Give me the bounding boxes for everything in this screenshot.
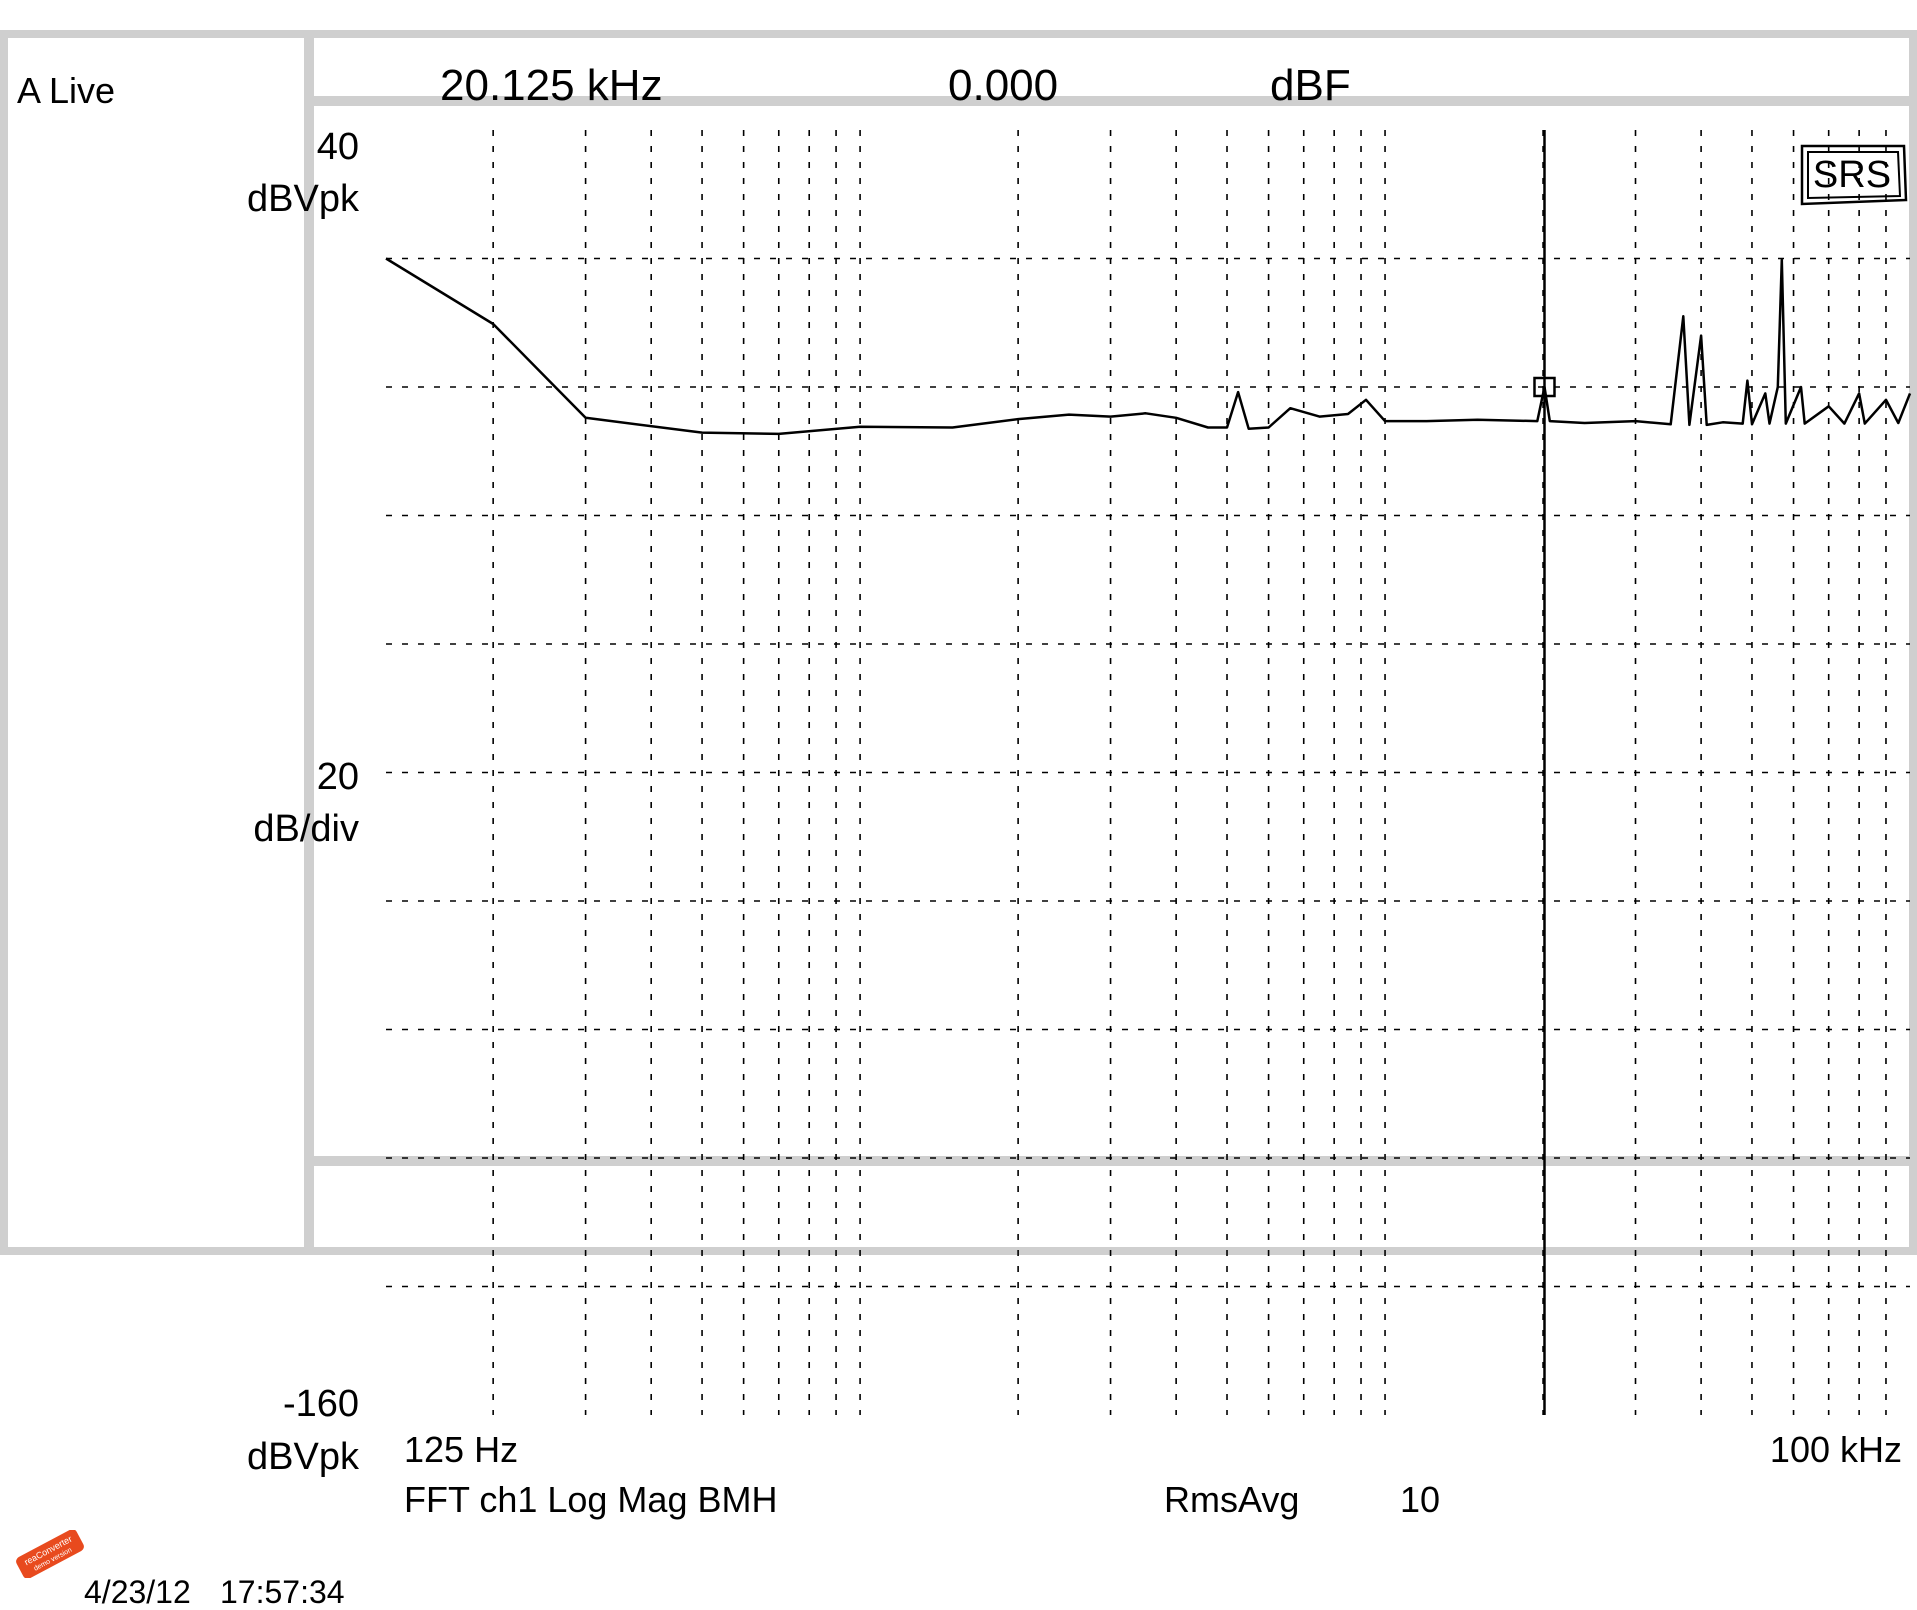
srs-badge: SRS bbox=[1800, 144, 1908, 206]
x-start-label: 125 Hz bbox=[404, 1429, 519, 1470]
footer-frame bbox=[306, 1158, 1917, 1255]
timestamp-date: 4/23/12 bbox=[84, 1574, 191, 1610]
average-label: RmsAvg bbox=[1164, 1479, 1300, 1520]
trace-label: A Live bbox=[17, 70, 116, 111]
y-bottom-value: -160 bbox=[282, 1383, 359, 1425]
timestamp-time: 17:57:34 bbox=[220, 1574, 345, 1610]
y-top-unit: dBVpk bbox=[247, 178, 359, 220]
y-bottom-unit: dBVpk bbox=[247, 1436, 359, 1478]
measurement-label: FFT ch1 Log Mag BMH bbox=[404, 1479, 778, 1520]
grid bbox=[386, 130, 1910, 1415]
srs-badge-text: SRS bbox=[1813, 154, 1891, 196]
y-scale-value: 20 bbox=[316, 756, 359, 798]
marker-box bbox=[1533, 376, 1556, 398]
x-end-label: 100 kHz bbox=[1769, 1429, 1902, 1470]
marker-value: 0.000 bbox=[948, 61, 1059, 110]
marker-frequency: 20.125 kHz bbox=[440, 61, 663, 110]
y-top-value: 40 bbox=[316, 126, 359, 168]
y-scale-unit: dB/div bbox=[253, 808, 359, 850]
marker-unit: dBF bbox=[1270, 61, 1351, 110]
spectrum-trace bbox=[385, 257, 1912, 436]
converter-logo-icon: reaConverter demo version bbox=[10, 1530, 90, 1578]
average-count: 10 bbox=[1400, 1479, 1441, 1520]
